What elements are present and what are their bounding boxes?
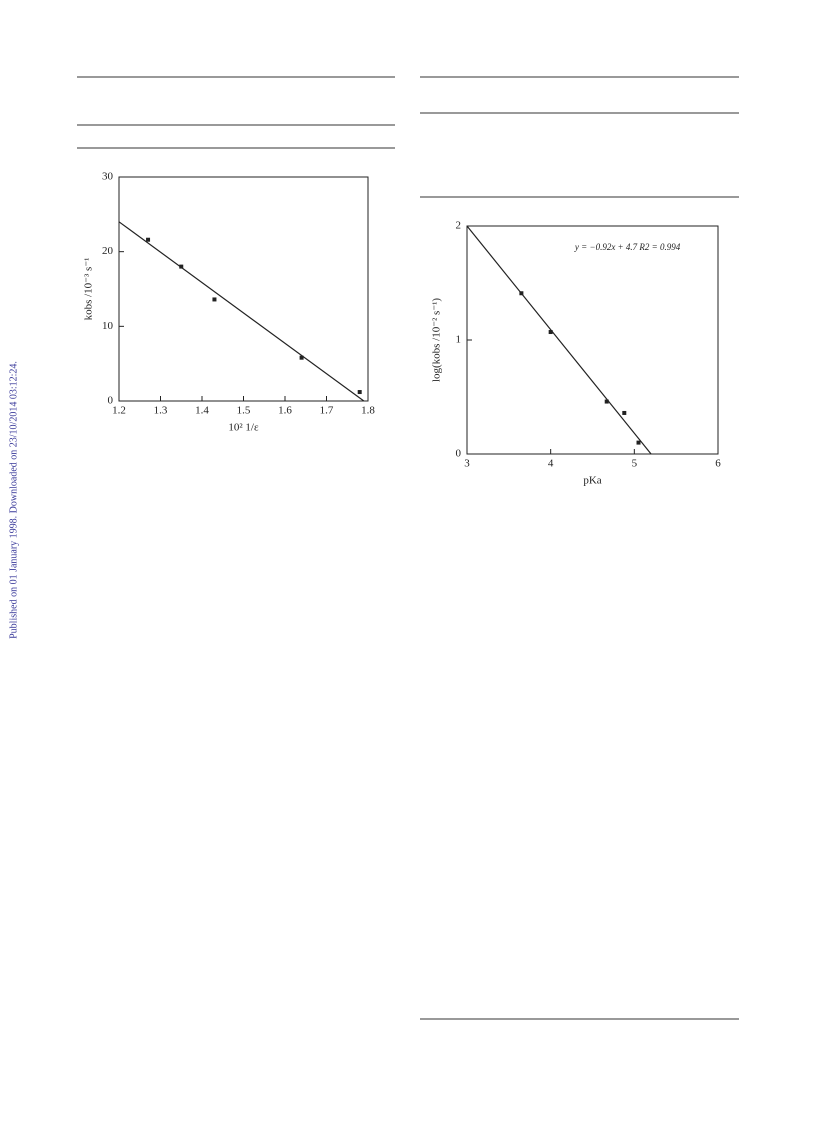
x-tick-label: 4 xyxy=(548,458,554,470)
y-tick-label: 0 xyxy=(108,395,114,407)
y-tick-label: 2 xyxy=(456,220,462,232)
y-tick-label: 20 xyxy=(102,245,114,257)
x-tick-label: 1.2 xyxy=(112,405,126,417)
x-tick-label: 1.7 xyxy=(320,405,334,417)
y-axis-label: log(kobs /10⁻² s⁻¹) xyxy=(431,298,443,383)
x-tick-label: 1.3 xyxy=(154,405,168,417)
y-tick-label: 30 xyxy=(102,171,114,183)
data-point xyxy=(622,410,627,415)
x-tick-label: 1.4 xyxy=(195,405,209,417)
data-point xyxy=(357,390,362,395)
x-tick-label: 3 xyxy=(464,458,470,470)
fit-line xyxy=(118,221,365,402)
y-axis-label: kobs /10⁻³ s⁻¹ xyxy=(83,258,95,321)
x-axis-label: pKa xyxy=(583,475,601,487)
annotation: y = −0.92x + 4.7 R2 = 0.994 xyxy=(574,242,681,252)
x-tick-label: 1.8 xyxy=(361,405,375,417)
data-point xyxy=(548,330,553,335)
data-point xyxy=(299,355,304,360)
side-note: Published on 01 January 1998. Downloaded… xyxy=(8,361,19,639)
data-point xyxy=(636,440,641,445)
plot-frame xyxy=(118,176,369,402)
data-point xyxy=(519,291,524,296)
y-tick-label: 0 xyxy=(456,448,462,460)
x-axis-label: 10² 1/ε xyxy=(228,422,259,434)
data-point xyxy=(146,237,151,242)
plot-frame xyxy=(466,225,719,455)
x-tick-label: 1.5 xyxy=(237,405,251,417)
data-point xyxy=(604,399,609,404)
x-tick-label: 5 xyxy=(632,458,638,470)
data-point xyxy=(212,297,217,302)
x-tick-label: 1.6 xyxy=(278,405,292,417)
x-tick-label: 6 xyxy=(715,458,721,470)
y-tick-label: 10 xyxy=(102,320,114,332)
data-point xyxy=(179,264,184,269)
y-tick-label: 1 xyxy=(456,334,462,346)
fit-line xyxy=(466,225,652,455)
